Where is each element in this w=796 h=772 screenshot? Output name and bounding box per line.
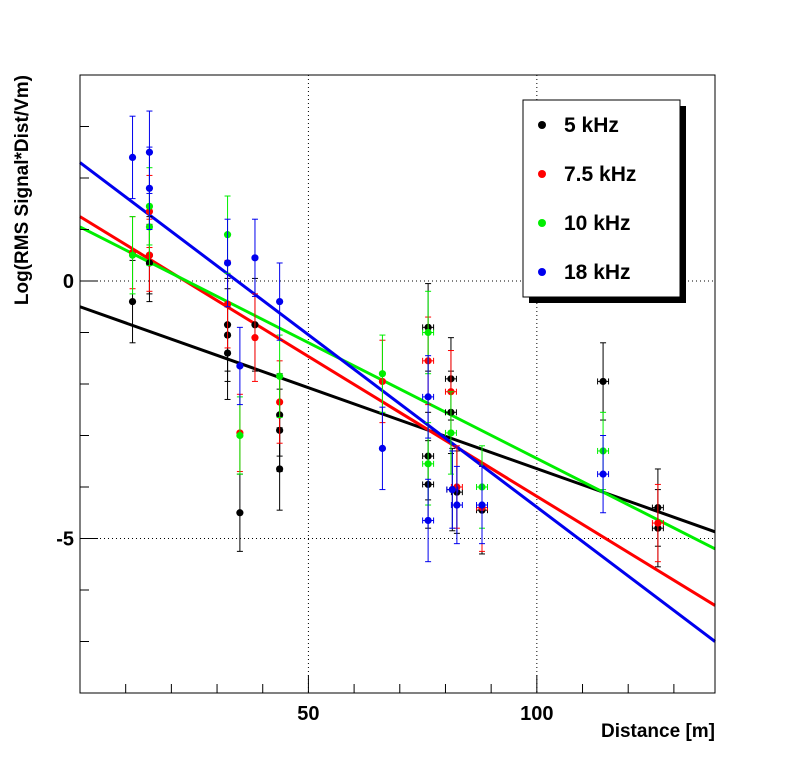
point-3-3 <box>223 218 232 308</box>
x-tick-label-1: 100 <box>520 703 553 725</box>
x-tick-label-0: 50 <box>297 703 319 725</box>
point-3-8 <box>422 355 435 439</box>
point-3-5 <box>251 218 259 297</box>
point-3-13 <box>597 435 610 514</box>
series-3 <box>128 110 610 563</box>
point-3-4 <box>236 326 244 406</box>
legend-marker-3 <box>538 268 546 276</box>
grid <box>80 75 715 693</box>
point-0-6 <box>236 473 244 552</box>
legend-label-3: 18 kHz <box>564 261 631 284</box>
legend-marker-0 <box>538 121 546 129</box>
point-3-2 <box>145 110 154 194</box>
y-axis-title: Log(RMS Signal*Dist/Vm) <box>12 75 33 305</box>
fit-line-3 <box>79 161 716 643</box>
y-tick-label-0: 0 <box>63 271 74 293</box>
point-0-19 <box>597 342 610 421</box>
point-1-12 <box>651 483 664 563</box>
point-2-6 <box>378 334 387 413</box>
fit-lines <box>79 161 716 643</box>
legend-label-1: 7.5 kHz <box>564 163 636 186</box>
point-2-4 <box>236 396 244 475</box>
point-1-5 <box>251 293 259 382</box>
point-3-7 <box>378 406 387 491</box>
legend-marker-1 <box>538 170 546 178</box>
legend: 5 kHz 7.5 kHz 10 kHz 18 kHz <box>522 99 686 303</box>
point-2-9 <box>444 391 457 475</box>
point-3-6 <box>276 262 284 341</box>
data-points <box>128 110 664 568</box>
point-2-5 <box>276 334 284 418</box>
point-2-0 <box>128 216 137 295</box>
point-3-0 <box>128 115 137 200</box>
y-tick-label-1: -5 <box>56 529 74 551</box>
x-axis-title: Distance [m] <box>601 721 715 742</box>
point-3-11 <box>450 465 463 545</box>
point-3-9 <box>422 478 435 563</box>
point-3-10 <box>446 450 459 529</box>
legend-marker-2 <box>538 219 546 227</box>
axes: 50 100 0 -5 <box>56 126 675 725</box>
legend-label-2: 10 kHz <box>564 212 631 235</box>
fit-line-2 <box>79 225 716 551</box>
point-3-12 <box>476 465 488 545</box>
legend-box <box>522 99 681 298</box>
legend-label-0: 5 kHz <box>564 114 619 137</box>
